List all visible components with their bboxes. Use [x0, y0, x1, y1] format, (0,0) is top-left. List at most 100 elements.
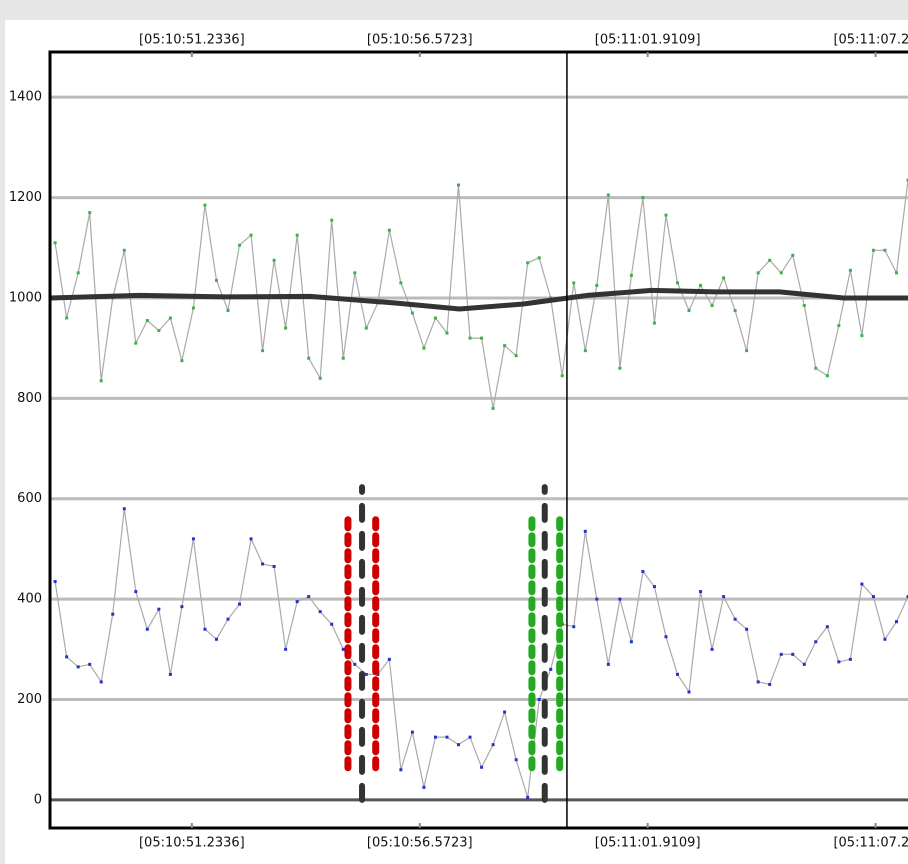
data-point: [883, 248, 887, 252]
data-point: [848, 268, 852, 272]
data-point: [699, 283, 703, 287]
y-tick-label: 1400: [9, 90, 42, 105]
top-strip: [0, 0, 908, 20]
data-point: [422, 346, 426, 350]
data-point: [503, 710, 507, 714]
data-point: [618, 597, 622, 601]
data-point: [261, 349, 265, 353]
data-point: [745, 349, 749, 353]
data-point: [307, 356, 311, 360]
data-point: [572, 281, 576, 285]
data-point: [560, 374, 564, 378]
data-point: [272, 564, 276, 568]
data-point: [710, 647, 714, 651]
data-point: [906, 595, 908, 599]
data-point: [399, 768, 403, 772]
data-point: [111, 612, 115, 616]
data-point: [284, 326, 288, 330]
data-point: [860, 334, 864, 338]
data-point: [687, 690, 691, 694]
data-point: [433, 735, 437, 739]
data-point: [76, 271, 80, 275]
data-point: [261, 562, 265, 566]
data-point: [664, 635, 668, 639]
y-tick-label: 1200: [9, 190, 42, 205]
data-point: [168, 316, 172, 320]
data-point: [710, 303, 714, 307]
data-point: [364, 326, 368, 330]
x-tick-label: [05:10:56.5723]: [367, 836, 473, 851]
data-point: [871, 248, 875, 252]
data-point: [675, 281, 679, 285]
data-point: [203, 203, 207, 207]
data-point: [272, 258, 276, 262]
left-strip: [0, 20, 5, 864]
data-point: [791, 652, 795, 656]
data-point: [433, 316, 437, 320]
data-point: [468, 336, 472, 340]
data-point: [745, 627, 749, 631]
data-point: [445, 735, 449, 739]
data-point: [468, 735, 472, 739]
data-point: [871, 595, 875, 599]
x-tick-label: [05:11:01.9109]: [595, 836, 701, 851]
data-point: [457, 183, 461, 187]
data-point: [699, 590, 703, 594]
data-point: [768, 682, 772, 686]
data-point: [480, 336, 484, 340]
data-point: [583, 529, 587, 533]
data-point: [457, 743, 461, 747]
data-point: [802, 303, 806, 307]
data-point: [675, 672, 679, 676]
data-point: [514, 354, 518, 358]
data-point: [768, 258, 772, 262]
data-point: [145, 319, 149, 323]
data-point: [722, 595, 726, 599]
data-point: [226, 617, 230, 621]
data-point: [330, 218, 334, 222]
y-tick-label: 600: [17, 491, 42, 506]
data-point: [779, 271, 783, 275]
data-point: [814, 640, 818, 644]
data-point: [122, 507, 126, 511]
data-point: [249, 233, 253, 237]
data-point: [410, 730, 414, 734]
y-tick-label: 200: [17, 692, 42, 707]
data-point: [491, 406, 495, 410]
x-tick-label: [05:10:51.2336]: [139, 836, 245, 851]
data-point: [906, 178, 908, 182]
data-point: [756, 680, 760, 684]
data-point: [491, 743, 495, 747]
data-point: [180, 605, 184, 609]
data-point: [191, 537, 195, 541]
data-point: [652, 321, 656, 325]
data-point: [722, 276, 726, 280]
y-tick-label: 0: [34, 792, 42, 807]
data-point: [848, 657, 852, 661]
data-point: [76, 665, 80, 669]
data-point: [894, 620, 898, 624]
data-point: [422, 785, 426, 789]
data-point: [99, 680, 103, 684]
data-point: [157, 329, 161, 333]
data-point: [318, 610, 322, 614]
y-tick-label: 1000: [9, 290, 42, 305]
data-point: [353, 662, 357, 666]
data-point: [537, 256, 541, 260]
data-point: [860, 582, 864, 586]
data-point: [134, 590, 138, 594]
data-point: [664, 213, 668, 217]
data-point: [629, 273, 633, 277]
data-point: [606, 193, 610, 197]
data-point: [791, 253, 795, 257]
data-point: [238, 243, 242, 247]
data-point: [733, 308, 737, 312]
data-point: [341, 356, 345, 360]
data-point: [238, 602, 242, 606]
data-point: [88, 211, 92, 215]
data-point: [65, 316, 69, 320]
x-tick-label: [05:11:01.9109]: [595, 33, 701, 48]
data-point: [353, 271, 357, 275]
data-point: [583, 349, 587, 353]
